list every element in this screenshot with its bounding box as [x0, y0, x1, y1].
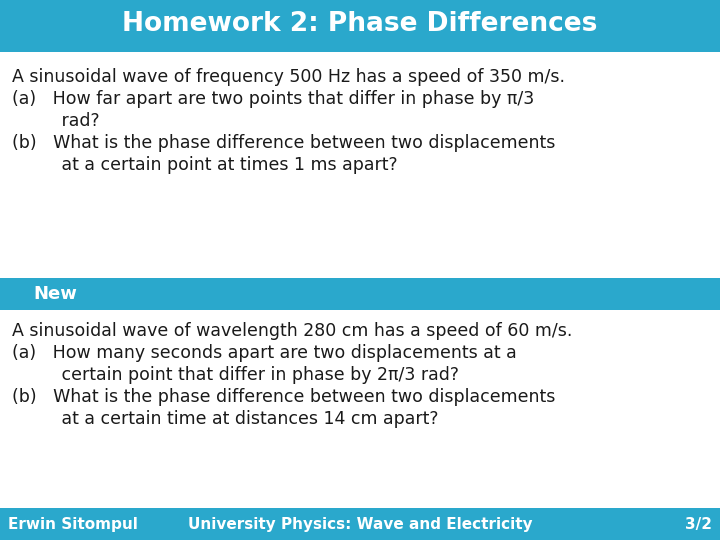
- Bar: [0, 278, 110, 310]
- Bar: [0, 310, 720, 508]
- Text: New: New: [33, 285, 77, 303]
- Text: (a)   How far apart are two points that differ in phase by π/3: (a) How far apart are two points that di…: [12, 90, 534, 108]
- Text: A sinusoidal wave of frequency 500 Hz has a speed of 350 m/s.: A sinusoidal wave of frequency 500 Hz ha…: [12, 68, 565, 86]
- Text: (a)   How many seconds apart are two displacements at a: (a) How many seconds apart are two displ…: [12, 344, 517, 362]
- Text: (b)   What is the phase difference between two displacements: (b) What is the phase difference between…: [12, 388, 555, 406]
- Text: rad?: rad?: [12, 112, 99, 130]
- Text: certain point that differ in phase by 2π/3 rad?: certain point that differ in phase by 2π…: [12, 366, 459, 384]
- Bar: [0, 52, 720, 278]
- Text: (b)   What is the phase difference between two displacements: (b) What is the phase difference between…: [12, 134, 555, 152]
- Text: University Physics: Wave and Electricity: University Physics: Wave and Electricity: [188, 516, 532, 531]
- Bar: [0, 0, 720, 52]
- Text: A sinusoidal wave of wavelength 280 cm has a speed of 60 m/s.: A sinusoidal wave of wavelength 280 cm h…: [12, 322, 572, 340]
- Bar: [0, 508, 720, 540]
- Text: Homework 2: Phase Differences: Homework 2: Phase Differences: [122, 11, 598, 37]
- Text: 3/2: 3/2: [685, 516, 712, 531]
- Text: Erwin Sitompul: Erwin Sitompul: [8, 516, 138, 531]
- Text: at a certain time at distances 14 cm apart?: at a certain time at distances 14 cm apa…: [12, 410, 438, 428]
- Text: at a certain point at times 1 ms apart?: at a certain point at times 1 ms apart?: [12, 156, 397, 174]
